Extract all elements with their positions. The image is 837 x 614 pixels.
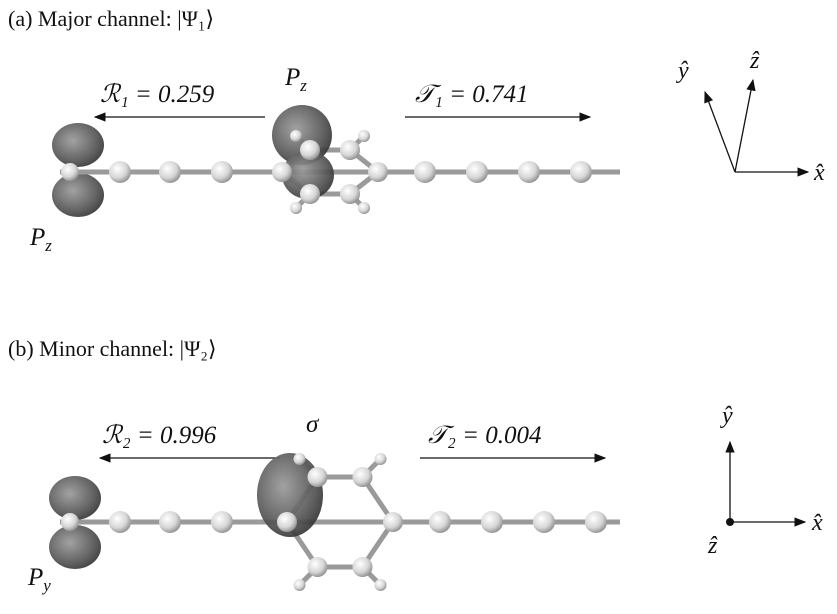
panel-b: (b) Minor channel: |Ψ₂⟩ ℛ₂ = 0.996 𝒯₂ = … (8, 336, 823, 595)
atom (61, 513, 79, 531)
atom (358, 130, 370, 142)
transmission-label: 𝒯₁ = 0.741 (415, 81, 528, 108)
orbital-lobe (49, 525, 101, 569)
orbital-label: Pz (29, 224, 52, 255)
axis-label: ẑ (749, 48, 760, 74)
reflection-label: ℛ₂ = 0.996 (102, 422, 217, 449)
atom (300, 184, 320, 204)
atom (429, 511, 451, 533)
atom (368, 162, 388, 182)
atom (109, 511, 131, 533)
orbital-label: σ (306, 411, 320, 438)
atom (383, 512, 403, 532)
axis-label: ŷ (676, 58, 689, 84)
axes-triad (705, 80, 808, 172)
atom (375, 579, 387, 591)
atom (466, 161, 488, 183)
atom (290, 130, 302, 142)
atom (358, 202, 370, 214)
atom (272, 162, 292, 182)
atom (211, 161, 233, 183)
axis-label: ẑ (707, 533, 718, 559)
atom (308, 557, 328, 577)
atom (211, 511, 233, 533)
axis-label: x̂ (813, 160, 825, 186)
atom (290, 202, 302, 214)
atom (570, 161, 592, 183)
transmission-label: 𝒯₂ = 0.004 (428, 422, 541, 449)
orbital-lobe (52, 123, 104, 167)
atom (481, 511, 503, 533)
atom (518, 161, 540, 183)
atom (353, 467, 373, 487)
atom (300, 140, 320, 160)
axes-triad (730, 442, 805, 522)
molecule (49, 453, 620, 591)
panel-a: (a) Major channel: |Ψ₁⟩ ℛ₁ = 0.259 𝒯₁ = … (8, 6, 825, 255)
atom (375, 453, 387, 465)
atom (340, 140, 360, 160)
atom (61, 163, 79, 181)
atom (414, 161, 436, 183)
molecule (52, 105, 620, 217)
atom (353, 557, 373, 577)
orbital-label: Py (27, 564, 51, 595)
caption: (a) Major channel: |Ψ₁⟩ (8, 6, 214, 31)
atom (159, 161, 181, 183)
axis-label: ŷ (720, 403, 733, 429)
reflection-label: ℛ₁ = 0.259 (100, 81, 215, 108)
orbital-lobe (49, 476, 101, 520)
atom (585, 511, 607, 533)
z-dot (726, 518, 734, 526)
atom (277, 512, 297, 532)
axis-label: x̂ (811, 510, 823, 536)
atom (109, 161, 131, 183)
orbital-lobe (52, 173, 104, 217)
atom (159, 511, 181, 533)
atom (308, 467, 328, 487)
atom (294, 453, 306, 465)
orbital-label: Pz (284, 64, 307, 95)
atom (294, 579, 306, 591)
caption: (b) Minor channel: |Ψ₂⟩ (8, 336, 217, 361)
figure: (a) Major channel: |Ψ₁⟩ ℛ₁ = 0.259 𝒯₁ = … (0, 0, 837, 614)
atom (340, 184, 360, 204)
atom (533, 511, 555, 533)
